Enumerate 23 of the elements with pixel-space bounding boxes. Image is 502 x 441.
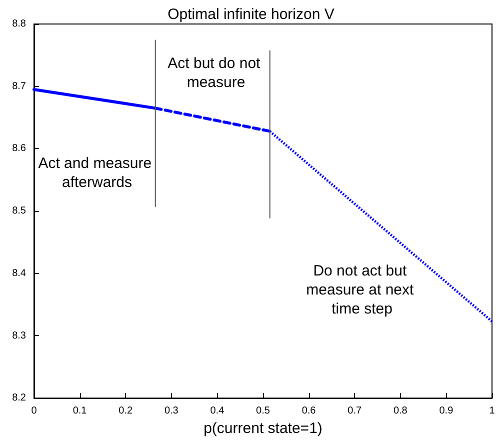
y-tick-label: 8.2 [12, 392, 26, 404]
y-tick-label: 8.7 [12, 80, 26, 92]
chart-title: Optimal infinite horizon V [168, 6, 334, 23]
y-tick-label: 8.5 [12, 206, 26, 217]
annotation: Act but do not measure [168, 55, 264, 91]
y-tick-label: 8.4 [12, 268, 26, 279]
x-tick-label: 0.8 [393, 406, 408, 417]
x-tick-label: 0.2 [118, 406, 133, 417]
y-tick-label: 8.8 [12, 18, 26, 30]
annotation: Act and measure afterwards [38, 155, 156, 191]
y-tick-label: 8.6 [12, 143, 26, 154]
x-tick-label: 0.3 [164, 406, 179, 417]
annotation: Do not act but measure at next time step [306, 262, 418, 318]
y-tick-label: 8.3 [12, 330, 26, 342]
x-tick-label: 0.1 [72, 406, 88, 417]
x-axis-title: p(current state=1) [204, 420, 322, 437]
x-tick-label: 0.4 [210, 406, 225, 417]
x-tick-label: 0.7 [348, 406, 362, 417]
x-tick-label: 0 [31, 406, 38, 417]
x-tick-label: 0.9 [439, 406, 454, 417]
x-tick-label: 1 [489, 406, 496, 417]
x-tick-label: 0.6 [302, 406, 316, 417]
x-tick-label: 0.5 [256, 406, 270, 417]
